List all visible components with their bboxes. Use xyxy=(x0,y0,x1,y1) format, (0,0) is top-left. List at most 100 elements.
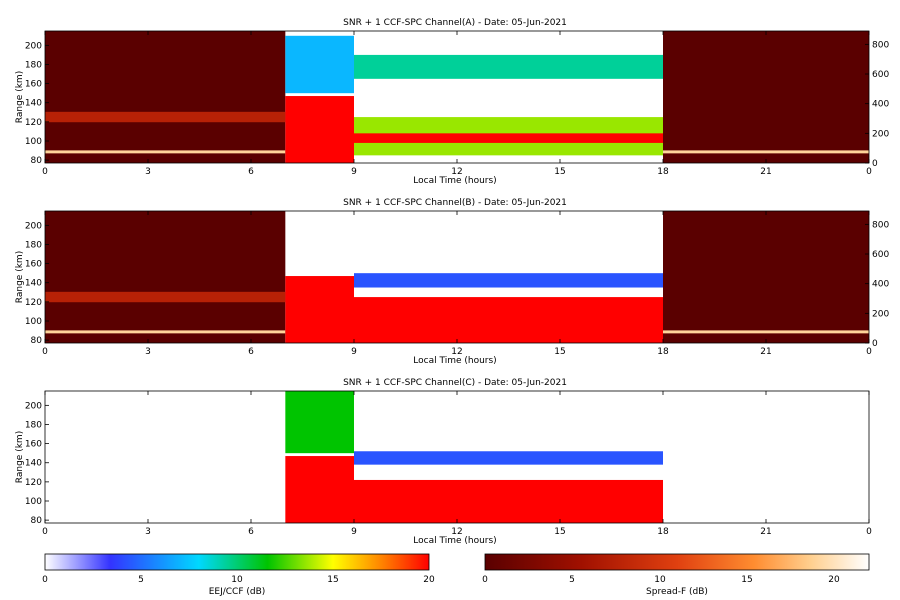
heatmap-layer xyxy=(663,150,869,154)
x-tick-label: 9 xyxy=(351,167,357,177)
y2-tick-label: 200 xyxy=(872,129,889,139)
colorbar-eej-tick: 10 xyxy=(231,575,243,585)
heatmap-layer xyxy=(354,297,663,343)
heatmap-layer xyxy=(45,111,286,123)
colorbar-spreadf-tick: 5 xyxy=(569,575,575,585)
y2-tick-label: 800 xyxy=(872,40,889,50)
colorbar-spreadf-tick: 20 xyxy=(828,575,840,585)
colorbar-eej: 0 5 10 15 20 EEJ/CCF (dB) xyxy=(42,553,435,597)
y2-tick-label: 600 xyxy=(872,70,889,80)
y-tick-label: 140 xyxy=(25,279,42,289)
y-tick-label: 80 xyxy=(31,156,43,166)
chart-title: SNR + 1 CCF-SPC Channel(B) - Date: 05-Ju… xyxy=(343,198,567,208)
panel-channel-c: SNR + 1 CCF-SPC Channel(C) - Date: 05-Ju… xyxy=(15,378,872,546)
heatmap-layer xyxy=(45,150,286,154)
x-tick-label: 21 xyxy=(760,527,771,537)
y2-tick-label: 600 xyxy=(872,250,889,260)
heatmap-layer xyxy=(354,273,663,288)
heatmap-layer xyxy=(663,330,869,334)
colorbar-spreadf-tick: 15 xyxy=(741,575,752,585)
x-axis-label: Local Time (hours) xyxy=(413,356,496,366)
x-tick-label: 15 xyxy=(554,347,565,357)
heatmap-layer xyxy=(285,456,354,523)
chart-title: SNR + 1 CCF-SPC Channel(A) - Date: 05-Ju… xyxy=(343,18,567,28)
chart-title: SNR + 1 CCF-SPC Channel(C) - Date: 05-Ju… xyxy=(343,378,567,388)
y2-tick-label: 400 xyxy=(872,100,889,110)
y-tick-label: 200 xyxy=(25,401,42,411)
x-tick-label: 0 xyxy=(42,347,48,357)
y-tick-label: 140 xyxy=(25,99,42,109)
heatmap-layer xyxy=(354,133,663,143)
heatmap-layer xyxy=(285,96,354,163)
y-tick-label: 180 xyxy=(25,420,42,430)
x-tick-label: 3 xyxy=(145,347,151,357)
y-tick-label: 160 xyxy=(25,440,42,450)
heatmap-layer xyxy=(354,479,663,523)
y-tick-label: 180 xyxy=(25,240,42,250)
x-tick-label: 0 xyxy=(42,527,48,537)
y-tick-label: 180 xyxy=(25,60,42,70)
x-tick-label: 6 xyxy=(248,347,254,357)
heatmap-layer xyxy=(285,391,354,454)
colorbar-eej-label: EEJ/CCF (dB) xyxy=(209,587,266,597)
colorbar-spreadf: 0 5 10 15 20 Spread-F (dB) xyxy=(482,553,870,597)
colorbar-eej-tick: 5 xyxy=(138,575,144,585)
y-tick-label: 100 xyxy=(25,317,42,327)
x-tick-label: 21 xyxy=(760,347,771,357)
x-tick-label: 3 xyxy=(145,527,151,537)
x-tick-label: 18 xyxy=(657,347,669,357)
colorbar-eej-tick: 15 xyxy=(327,575,338,585)
y2-tick-label: 0 xyxy=(872,159,878,169)
x-tick-label: 3 xyxy=(145,167,151,177)
heatmap-layer xyxy=(354,451,663,465)
y-tick-label: 200 xyxy=(25,221,42,231)
y-tick-label: 100 xyxy=(25,497,42,507)
y-tick-label: 120 xyxy=(25,298,42,308)
heatmap-layer xyxy=(285,35,354,94)
x-tick-label: 12 xyxy=(451,347,462,357)
heatmap-layer xyxy=(45,291,286,303)
spreadf-background xyxy=(45,211,286,343)
x-tick-label: 15 xyxy=(554,167,565,177)
y-tick-label: 160 xyxy=(25,260,42,270)
colorbar-spreadf-tick: 10 xyxy=(654,575,666,585)
y-tick-label: 80 xyxy=(31,336,43,346)
y-tick-label: 120 xyxy=(25,118,42,128)
x-tick-label: 12 xyxy=(451,167,462,177)
x-axis-label: Local Time (hours) xyxy=(413,176,496,186)
heatmap-layer xyxy=(45,330,286,334)
spreadf-background xyxy=(663,211,869,343)
colorbar-spreadf-label: Spread-F (dB) xyxy=(646,587,708,597)
y-tick-label: 140 xyxy=(25,459,42,469)
colorbar-eej-tick: 20 xyxy=(423,575,435,585)
x-tick-label: 12 xyxy=(451,527,462,537)
x-tick-label: 0 xyxy=(866,347,872,357)
colorbar-eej-tick: 0 xyxy=(42,575,48,585)
y2-tick-label: 800 xyxy=(872,220,889,230)
x-tick-label: 9 xyxy=(351,347,357,357)
heatmap-layer xyxy=(354,54,663,79)
heatmap-layer xyxy=(285,276,354,343)
y2-tick-label: 400 xyxy=(872,280,889,290)
spreadf-background xyxy=(45,31,286,163)
y-axis-label: Range (km) xyxy=(15,71,25,123)
y-tick-label: 200 xyxy=(25,41,42,51)
y-tick-label: 120 xyxy=(25,478,42,488)
panel-channel-a: SNR + 1 CCF-SPC Channel(A) - Date: 05-Ju… xyxy=(15,18,889,186)
y-tick-label: 100 xyxy=(25,137,42,147)
y-tick-label: 80 xyxy=(31,516,43,526)
x-tick-label: 15 xyxy=(554,527,565,537)
spreadf-background xyxy=(663,31,869,163)
y-axis-label: Range (km) xyxy=(15,251,25,303)
x-tick-label: 0 xyxy=(866,527,872,537)
panel-channel-b: SNR + 1 CCF-SPC Channel(B) - Date: 05-Ju… xyxy=(15,198,889,366)
y-tick-label: 160 xyxy=(25,80,42,90)
y2-tick-label: 0 xyxy=(872,339,878,349)
y-axis-label: Range (km) xyxy=(15,431,25,483)
x-tick-label: 9 xyxy=(351,527,357,537)
x-tick-label: 0 xyxy=(42,167,48,177)
x-tick-label: 6 xyxy=(248,527,254,537)
x-tick-label: 21 xyxy=(760,167,771,177)
x-tick-label: 6 xyxy=(248,167,254,177)
